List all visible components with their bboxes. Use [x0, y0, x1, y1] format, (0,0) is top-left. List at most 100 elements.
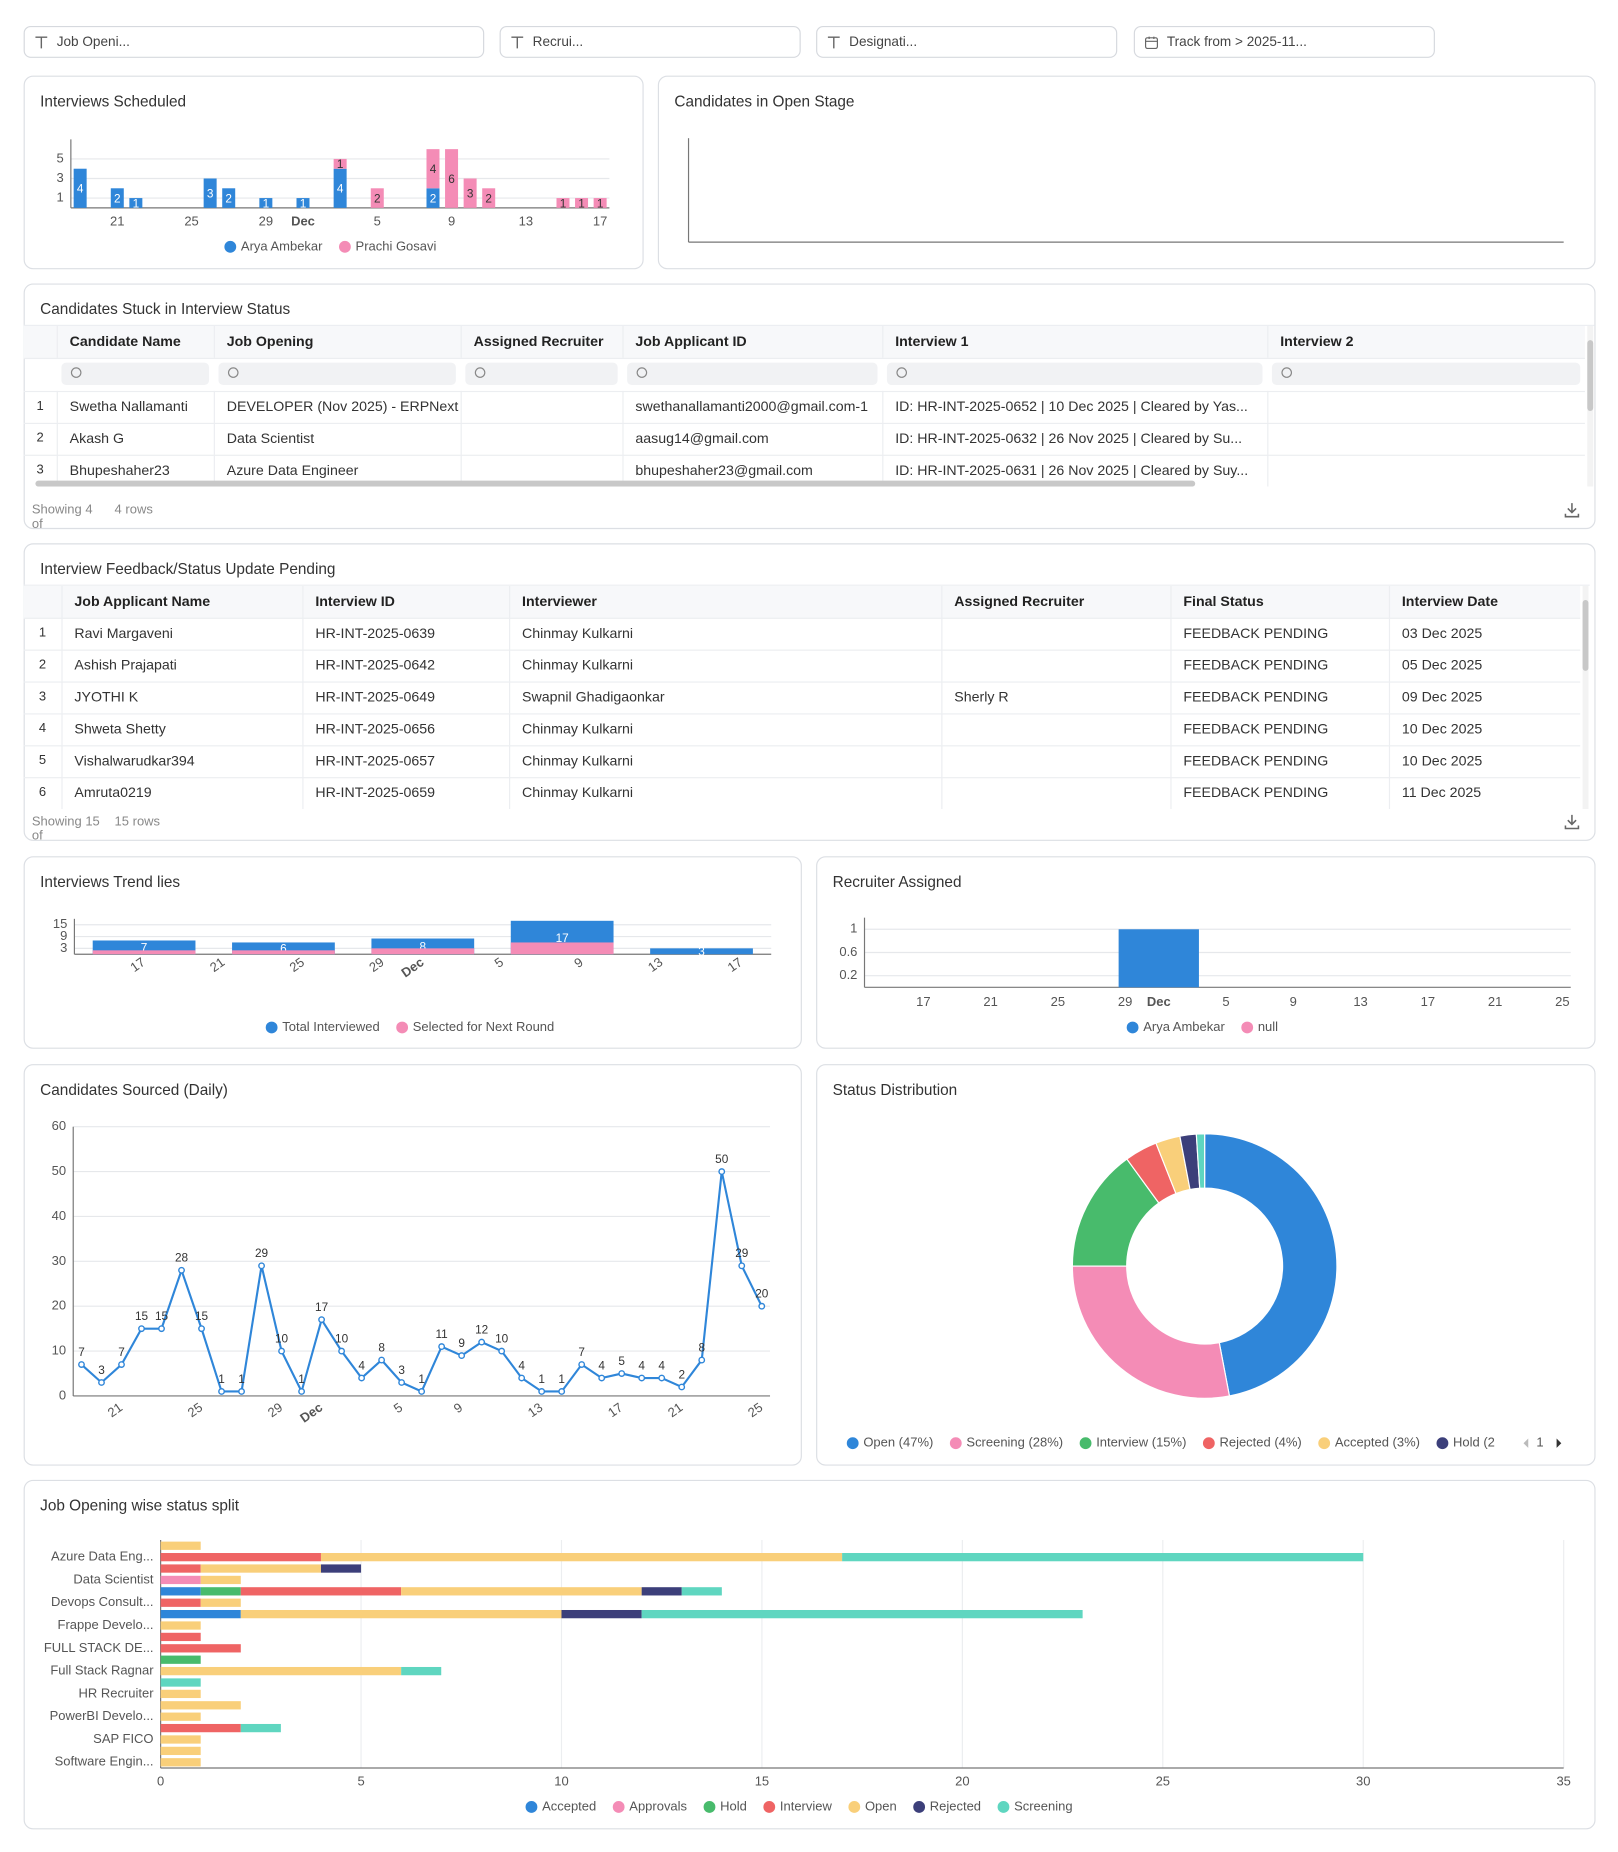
- legend-marker: [265, 1021, 278, 1034]
- table-cell: Akash G: [56, 422, 214, 455]
- bar: [240, 1723, 281, 1733]
- legend-prev: [1523, 1438, 1529, 1448]
- table-cell: [460, 422, 623, 455]
- calendar-icon: [1144, 36, 1158, 50]
- bar: [371, 948, 475, 955]
- column-header: Interview 2: [1267, 325, 1585, 358]
- filter-field[interactable]: Recrui...: [499, 25, 801, 58]
- data-label: 1: [597, 196, 604, 210]
- x-tick-label: 17: [127, 954, 147, 975]
- row-number: 5: [38, 753, 47, 768]
- y-tick-label: 15: [53, 916, 67, 931]
- bar: [200, 1564, 321, 1573]
- data-label: 3: [698, 945, 705, 959]
- legend-marker: [339, 240, 351, 253]
- legend-label: Rejected: [930, 1798, 981, 1813]
- data-label: 1: [578, 196, 585, 210]
- h-scrollbar: [35, 480, 1196, 487]
- bar: [160, 1701, 241, 1710]
- y-tick-label: 60: [52, 1118, 66, 1133]
- data-label: 7: [118, 1345, 125, 1359]
- table-cell: Sherly R: [941, 681, 1170, 714]
- download-button[interactable]: [1564, 814, 1581, 831]
- y-tick-label: 50: [52, 1163, 66, 1178]
- data-label: 9: [458, 1336, 465, 1350]
- table-cell: Swetha Nallamanti: [56, 390, 214, 423]
- bar: [593, 198, 607, 208]
- table-cell: 03 Dec 2025: [1388, 617, 1580, 650]
- filter-field[interactable]: Job Openi...: [23, 25, 485, 58]
- card: Job Opening wise status split: [23, 1479, 1596, 1830]
- download-button[interactable]: [1564, 502, 1581, 519]
- x-tick-label: 15: [755, 1774, 769, 1789]
- legend-label: Prachi Gosavi: [356, 238, 437, 253]
- filter-field[interactable]: Designati...: [816, 25, 1118, 58]
- x-tick-label: 9: [571, 954, 586, 970]
- bar: [200, 1587, 241, 1596]
- data-label: 28: [175, 1251, 189, 1265]
- table-cell: 11 Dec 2025: [1388, 777, 1580, 809]
- y-tick-label: 5: [57, 150, 64, 165]
- point: [738, 1262, 746, 1270]
- table-cell: ID: HR-INT-2025-0632 | 26 Nov 2025 | Cle…: [882, 422, 1267, 455]
- bar: [650, 948, 753, 955]
- x-tick-label: 21: [110, 213, 124, 228]
- bar: [160, 1587, 201, 1596]
- legend-marker: [396, 1021, 409, 1034]
- legend-label: Accepted (3%): [1335, 1435, 1420, 1450]
- table-cell: FEEDBACK PENDING: [1170, 713, 1388, 746]
- bar: [681, 1587, 722, 1596]
- table-row: [23, 745, 1581, 779]
- point: [118, 1361, 125, 1368]
- legend-marker: [949, 1437, 962, 1450]
- x-tick-label: 25: [184, 213, 198, 228]
- text-icon: [511, 36, 524, 49]
- point: [178, 1266, 185, 1274]
- data-label: 10: [495, 1331, 509, 1345]
- table: Candidate Name Job Opening Assigned Recrui…: [23, 324, 1595, 487]
- x-tick-label: 20: [955, 1774, 969, 1789]
- donut-slice: [1204, 1133, 1338, 1397]
- y-tick-label: 40: [52, 1208, 66, 1223]
- point: [518, 1374, 526, 1382]
- legend-label: Screening: [1014, 1798, 1072, 1813]
- y-tick-label: 1: [57, 190, 64, 205]
- y-tick-label: Frappe Develo...: [58, 1617, 154, 1632]
- card-title: Status Distribution: [832, 1080, 958, 1099]
- footer-showing: Showing 4 of: [31, 503, 93, 532]
- table-cell: HR-INT-2025-0639: [302, 617, 509, 650]
- data-label: 1: [418, 1372, 425, 1386]
- data-label: 17: [556, 931, 569, 945]
- column-header: Job Opening: [213, 325, 461, 358]
- x-tick-label: 35: [1556, 1774, 1570, 1789]
- x-tick-label: Dec: [297, 1400, 325, 1426]
- filter-field[interactable]: Track from > 2025-11...: [1133, 25, 1435, 58]
- point: [578, 1361, 586, 1368]
- point: [158, 1325, 165, 1333]
- bar: [160, 1609, 241, 1619]
- bar: [160, 1553, 321, 1562]
- search-icon: [1281, 367, 1293, 378]
- data-label: 6: [448, 172, 455, 186]
- point: [698, 1356, 706, 1364]
- x-tick-label: 29: [1118, 994, 1132, 1009]
- card: Candidates in Open Stage: [657, 75, 1596, 270]
- card-title: Candidates Sourced (Daily): [40, 1080, 228, 1099]
- data-label: 17: [315, 1300, 328, 1314]
- table-header: [23, 585, 1581, 619]
- data-label: 29: [735, 1246, 748, 1260]
- x-tick-label: 29: [259, 213, 273, 228]
- x-tick-label: 9: [451, 1400, 466, 1416]
- point: [638, 1374, 646, 1382]
- bar: [333, 158, 347, 169]
- table-cell: swethanallamanti2000@gmail.com-1: [622, 390, 882, 423]
- table-cell: JYOTHI K: [61, 681, 302, 714]
- data-label: 29: [255, 1246, 268, 1260]
- legend-marker: [763, 1801, 776, 1813]
- table-cell: ID: HR-INT-2025-0631 | 26 Nov 2025 | Cle…: [882, 454, 1267, 487]
- bar: [401, 1666, 442, 1676]
- table-cell: bhupeshaher23@gmail.com: [622, 454, 882, 487]
- y-tick-label: 20: [52, 1298, 66, 1313]
- x-tick-label: 30: [1356, 1774, 1370, 1789]
- y-tick-label: 10: [52, 1343, 66, 1358]
